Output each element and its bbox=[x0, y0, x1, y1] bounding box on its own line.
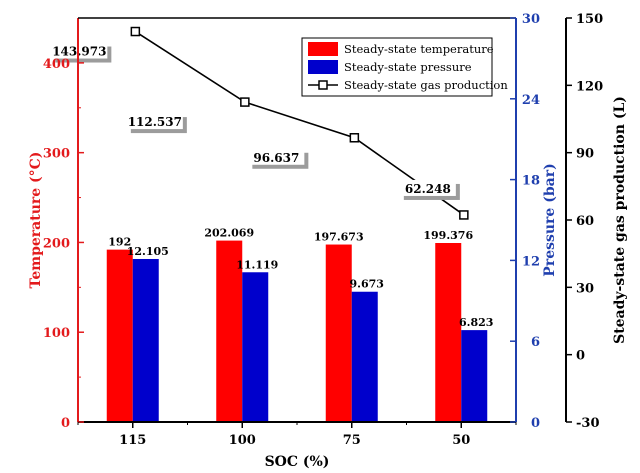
gas-axis-tick-label: 0 bbox=[576, 349, 585, 364]
gas-axis-tick-label: 30 bbox=[576, 281, 594, 296]
legend: Steady-state temperature Steady-state pre… bbox=[301, 37, 508, 97]
gas-production-line bbox=[134, 30, 465, 216]
temperature-value-label: 202.069 bbox=[204, 227, 254, 240]
callout-box bbox=[248, 148, 305, 165]
temperature-bar bbox=[216, 240, 243, 422]
gas-value-label: 62.248 bbox=[405, 182, 451, 196]
pressure-axis-tick-label: 6 bbox=[531, 335, 540, 350]
x-axis-tick-label: 50 bbox=[452, 433, 470, 448]
pressure-value-label: 12.105 bbox=[127, 245, 169, 258]
gas-axis-tick-label: 150 bbox=[576, 12, 603, 27]
gas-value-callout: 96.637 bbox=[248, 148, 309, 169]
callout-box bbox=[51, 42, 108, 59]
left-axis-tick-label: 200 bbox=[43, 236, 70, 251]
gas-axis-tick-label: 90 bbox=[576, 147, 594, 162]
callout-box bbox=[126, 113, 183, 130]
gas-production-marker bbox=[459, 210, 469, 220]
pressure-bar bbox=[351, 291, 378, 422]
temperature-bar bbox=[325, 244, 352, 422]
pressure-axis-tick-label: 12 bbox=[522, 254, 540, 269]
gas-value-callout: 112.537 bbox=[126, 113, 187, 134]
temperature-bar bbox=[106, 249, 133, 422]
gas-production-marker bbox=[240, 97, 250, 107]
pressure-value-label: 6.823 bbox=[459, 316, 493, 329]
pressure-axis-tick-label: 0 bbox=[531, 416, 540, 431]
pressure-axis-tick-label: 30 bbox=[522, 12, 540, 27]
temperature-value-label: 199.376 bbox=[423, 229, 473, 242]
pressure-axis-tick-label: 24 bbox=[522, 93, 540, 108]
left-axis-title: Temperature (°C) bbox=[28, 152, 44, 289]
temperature-value-label: 197.673 bbox=[314, 231, 364, 244]
legend-swatch-temperature bbox=[308, 42, 338, 56]
temperature-value-label: 192 bbox=[108, 236, 131, 249]
gas-axis-tick-label: 60 bbox=[576, 214, 594, 229]
gas-value-callout: 62.248 bbox=[399, 179, 460, 200]
pressure-value-label: 9.673 bbox=[350, 278, 384, 291]
pressure-bar bbox=[242, 272, 269, 422]
gas-axis-tick-label: 120 bbox=[576, 79, 603, 94]
gas-production-marker bbox=[349, 133, 360, 143]
x-axis-tick-label: 100 bbox=[229, 433, 256, 448]
temperature-bar bbox=[435, 243, 462, 422]
gas-value-label: 112.537 bbox=[128, 115, 182, 129]
pressure-bar bbox=[132, 258, 159, 422]
gas-value-callout: 143.973 bbox=[51, 42, 112, 63]
x-axis-tick-label: 75 bbox=[343, 433, 361, 448]
pressure-bar bbox=[461, 330, 488, 422]
legend-label-temperature: Steady-state temperature bbox=[344, 42, 494, 56]
x-axis-tick-label: 115 bbox=[119, 433, 146, 448]
gas-production-marker bbox=[130, 26, 141, 37]
left-axis-tick-label: 100 bbox=[43, 326, 70, 341]
gas-axis-title: Steady-state gas production (L) bbox=[612, 96, 628, 344]
gas-value-label: 96.637 bbox=[253, 151, 299, 165]
axes: 0 100 200 300 400 0 6 12 18 24 30 -30 0 30 60 90 120 150 1… bbox=[28, 12, 628, 470]
pressure-axis-title: Pressure (bar) bbox=[542, 163, 558, 276]
callout-box bbox=[399, 179, 456, 196]
pressure-axis-tick-label: 18 bbox=[522, 174, 540, 189]
gas-axis-tick-label: -30 bbox=[576, 416, 600, 431]
pressure-value-label: 11.119 bbox=[236, 258, 278, 271]
legend-marker-gas bbox=[318, 80, 328, 90]
left-axis-tick-label: 0 bbox=[61, 416, 70, 431]
legend-label-gas: Steady-state gas production bbox=[344, 78, 508, 92]
legend-label-pressure: Steady-state pressure bbox=[344, 60, 472, 74]
gas-value-label: 143.973 bbox=[52, 45, 106, 59]
left-axis-tick-label: 400 bbox=[43, 57, 70, 72]
x-axis-title: SOC (%) bbox=[265, 454, 330, 470]
left-axis-tick-label: 300 bbox=[43, 147, 70, 162]
legend-swatch-pressure bbox=[308, 60, 338, 74]
